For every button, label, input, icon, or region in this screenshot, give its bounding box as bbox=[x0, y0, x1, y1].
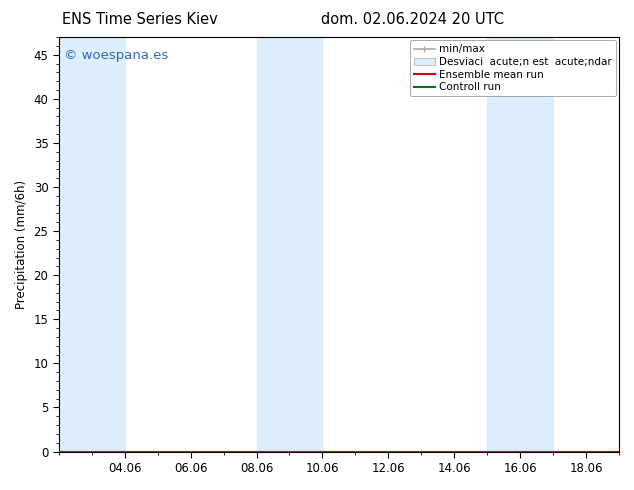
Bar bbox=[59, 37, 125, 452]
Legend: min/max, Desviaci  acute;n est  acute;ndar, Ensemble mean run, Controll run: min/max, Desviaci acute;n est acute;ndar… bbox=[410, 40, 616, 97]
Text: © woespana.es: © woespana.es bbox=[65, 49, 169, 63]
Bar bbox=[257, 37, 323, 452]
Y-axis label: Precipitation (mm/6h): Precipitation (mm/6h) bbox=[15, 180, 28, 309]
Text: ENS Time Series Kiev: ENS Time Series Kiev bbox=[61, 12, 217, 27]
Text: dom. 02.06.2024 20 UTC: dom. 02.06.2024 20 UTC bbox=[321, 12, 503, 27]
Bar bbox=[487, 37, 553, 452]
